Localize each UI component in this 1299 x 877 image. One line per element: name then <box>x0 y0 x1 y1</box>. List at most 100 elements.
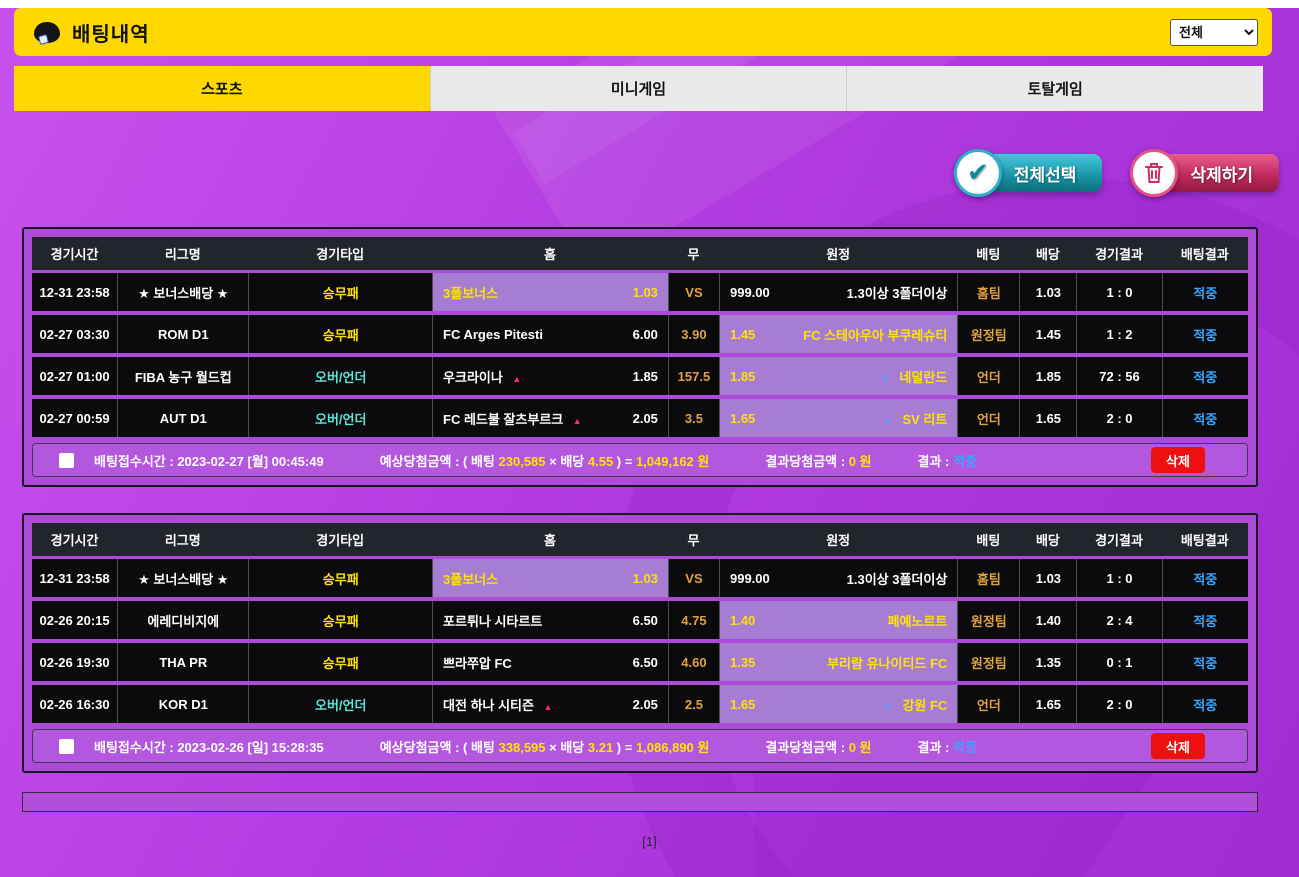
home-odds: 6.00 <box>632 326 658 342</box>
column-header: 배팅결과 <box>1180 533 1229 548</box>
column-header: 경기시간 <box>50 247 99 262</box>
home-odds: 1.03 <box>632 570 658 586</box>
home-cell[interactable]: 3폴보너스 1.03 <box>432 273 668 311</box>
delete-slip-button[interactable]: 삭제 <box>1151 447 1205 473</box>
away-team-name: ▼ SV 리트 <box>884 411 948 427</box>
bet-slip: 경기시간 리그명 경기타입 홈 무 원정 배팅 배당 경기결과 배팅결과 12-31 23:58 ★ … <box>22 227 1258 487</box>
bet-row: 02-27 00:59 AUT D1 오버/언더 FC 레드불 잘츠부르크 ▲ 2.05… <box>32 399 1248 437</box>
bet-pick: 원정팀 <box>957 315 1019 353</box>
bet-result: 적중 <box>1161 685 1248 723</box>
home-cell[interactable]: 쁘라쭈압 FC 6.50 <box>432 643 668 681</box>
home-odds: 2.05 <box>632 696 658 712</box>
match-time: 02-26 20:15 <box>39 612 110 628</box>
home-team-name: 3폴보너스 <box>443 571 499 587</box>
match-score: 2 : 0 <box>1076 685 1161 723</box>
receipt-time: 2023-02-27 [월] 00:45:49 <box>177 453 324 469</box>
match-score: 2 : 0 <box>1076 399 1161 437</box>
home-team-name: 3폴보너스 <box>443 285 499 301</box>
table-header-row: 경기시간 리그명 경기타입 홈 무 원정 배팅 배당 경기결과 배팅결과 <box>32 523 1248 556</box>
away-cell[interactable]: 1.35 부리람 유나이티드 FC <box>718 643 958 681</box>
filter-select[interactable]: 전체 <box>1170 18 1258 46</box>
league-name: ★ 보너스배당 ★ <box>117 559 248 597</box>
league-name: ROM D1 <box>117 315 248 353</box>
column-header: 배팅 <box>976 247 1001 262</box>
column-header: 원정 <box>826 533 851 548</box>
bet-odds: 1.65 <box>1019 685 1076 723</box>
column-header: 무 <box>687 247 700 262</box>
check-icon: ✔ <box>953 149 1002 197</box>
match-time: 02-26 16:30 <box>39 696 110 712</box>
slip-checkbox[interactable] <box>59 452 74 468</box>
bet-pick: 원정팀 <box>957 601 1019 639</box>
delete-all-button[interactable]: 삭제하기 <box>1130 149 1279 197</box>
equals-label: ) = <box>613 453 636 469</box>
column-header: 무 <box>687 533 700 548</box>
arrow-down-icon: ▼ <box>881 373 893 384</box>
home-cell[interactable]: 3폴보너스 1.03 <box>432 559 668 597</box>
away-team-name: 1.3이상 3폴더이상 <box>846 285 948 301</box>
column-header: 경기시간 <box>50 533 99 548</box>
trash-icon <box>1130 149 1179 197</box>
home-team-name: 대전 하나 시티즌 ▲ <box>443 697 553 713</box>
column-header: 경기타입 <box>316 533 365 548</box>
home-team-name: FC Arges Pitesti <box>443 326 543 342</box>
away-team-name: ▼ 네덜란드 <box>881 369 948 385</box>
home-odds: 1.85 <box>632 368 658 384</box>
column-header: 리그명 <box>164 533 201 548</box>
match-time: 02-26 19:30 <box>39 654 110 670</box>
away-cell[interactable]: 999.00 1.3이상 3폴더이상 <box>718 559 957 597</box>
away-cell[interactable]: 1.65 ▼ 강원 FC <box>718 685 958 723</box>
draw-odds: VS <box>667 559 719 597</box>
receipt-time-group: 배팅접수시간 : 2023-02-26 [일] 15:28:35 <box>94 737 324 756</box>
bet-odds: 1.45 <box>1019 315 1076 353</box>
draw-odds: 4.75 <box>667 601 719 639</box>
expected-amount-group: 예상당첨금액 : ( 배팅 230,585 × 배당 4.55 ) = 1,04… <box>380 451 710 470</box>
column-header: 홈 <box>543 533 556 548</box>
bet-type: 승무패 <box>248 643 432 681</box>
bet-row: 02-26 20:15 에레디비지에 승무패 포르튀나 시타르트 6.50 4.75 1.4… <box>32 601 1248 639</box>
draw-odds: 4.60 <box>667 643 719 681</box>
bet-odds: 1.03 <box>1019 559 1076 597</box>
away-cell[interactable]: 1.40 페예노르트 <box>718 601 958 639</box>
bet-type: 승무패 <box>248 601 432 639</box>
home-cell[interactable]: 우크라이나 ▲ 1.85 <box>432 357 668 395</box>
match-score: 72 : 56 <box>1076 357 1161 395</box>
bet-slip: 경기시간 리그명 경기타입 홈 무 원정 배팅 배당 경기결과 배팅결과 12-31 23:58 ★ … <box>22 513 1258 773</box>
bet-odds: 1.85 <box>1019 357 1076 395</box>
receipt-label: 배팅접수시간 : <box>94 739 178 755</box>
bet-type: 승무패 <box>248 273 432 311</box>
tab-totalgame[interactable]: 토탈게임 <box>846 66 1264 111</box>
tab-sports[interactable]: 스포츠 <box>14 66 430 111</box>
bet-pick: 원정팀 <box>957 643 1019 681</box>
select-all-button[interactable]: ✔ 전체선택 <box>953 149 1103 197</box>
away-cell[interactable]: 1.85 ▼ 네덜란드 <box>718 357 958 395</box>
pagination-page-1[interactable]: [1] <box>642 834 657 849</box>
column-header: 배당 <box>1035 247 1060 262</box>
home-cell[interactable]: FC Arges Pitesti 6.00 <box>432 315 668 353</box>
result-label: 결과 : <box>917 453 953 469</box>
slip-checkbox[interactable] <box>59 738 74 754</box>
away-cell[interactable]: 1.45 FC 스테아우아 부쿠레슈티 <box>718 315 958 353</box>
arrow-up-icon: ▲ <box>509 373 522 384</box>
away-odds: 1.45 <box>729 326 756 342</box>
draw-odds: VS <box>667 273 719 311</box>
result-amount-value: 0 원 <box>848 453 872 469</box>
away-odds: 1.65 <box>729 696 756 712</box>
tab-minigame[interactable]: 미니게임 <box>429 66 847 111</box>
draw-odds: 2.5 <box>667 685 719 723</box>
home-cell[interactable]: 대전 하나 시티즌 ▲ 2.05 <box>432 685 668 723</box>
home-cell[interactable]: FC 레드불 잘츠부르크 ▲ 2.05 <box>432 399 668 437</box>
away-cell[interactable]: 1.65 ▼ SV 리트 <box>718 399 958 437</box>
away-cell[interactable]: 999.00 1.3이상 3폴더이상 <box>718 273 957 311</box>
result-label: 결과 : <box>917 739 953 755</box>
home-cell[interactable]: 포르튀나 시타르트 6.50 <box>432 601 668 639</box>
league-name: KOR D1 <box>117 685 248 723</box>
result-amount-value: 0 원 <box>848 739 872 755</box>
home-team-name: 쁘라쭈압 FC <box>443 655 512 671</box>
column-header: 경기결과 <box>1095 533 1143 548</box>
tab-bar: 스포츠 미니게임 토탈게임 <box>14 66 1264 111</box>
match-score: 1 : 0 <box>1076 273 1161 311</box>
home-odds: 2.05 <box>632 410 658 426</box>
delete-slip-button[interactable]: 삭제 <box>1151 733 1205 759</box>
bet-result: 적중 <box>1161 399 1248 437</box>
